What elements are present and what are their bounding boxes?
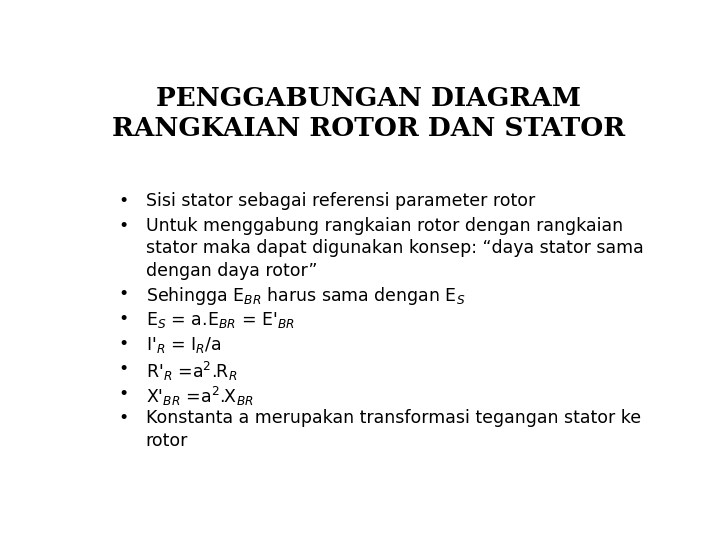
Text: Untuk menggabung rangkaian rotor dengan rangkaian
stator maka dapat digunakan ko: Untuk menggabung rangkaian rotor dengan … <box>145 217 644 280</box>
Text: •: • <box>118 192 129 210</box>
Text: X'$_{BR}$ =a$^2$.X$_{BR}$: X'$_{BR}$ =a$^2$.X$_{BR}$ <box>145 384 253 408</box>
Text: Konstanta a merupakan transformasi tegangan stator ke
rotor: Konstanta a merupakan transformasi tegan… <box>145 409 641 450</box>
Text: •: • <box>118 217 129 234</box>
Text: Sehingga E$_{BR}$ harus sama dengan E$_S$: Sehingga E$_{BR}$ harus sama dengan E$_S… <box>145 285 465 307</box>
Text: R'$_R$ =a$^2$.R$_R$: R'$_R$ =a$^2$.R$_R$ <box>145 360 237 383</box>
Text: •: • <box>118 360 129 377</box>
Text: •: • <box>118 384 129 402</box>
Text: •: • <box>118 409 129 428</box>
Text: •: • <box>118 310 129 328</box>
Text: •: • <box>118 285 129 303</box>
Text: Sisi stator sebagai referensi parameter rotor: Sisi stator sebagai referensi parameter … <box>145 192 535 210</box>
Text: E$_S$ = a.E$_{BR}$ = E'$_{BR}$: E$_S$ = a.E$_{BR}$ = E'$_{BR}$ <box>145 310 294 330</box>
Text: I'$_R$ = I$_R$/a: I'$_R$ = I$_R$/a <box>145 335 222 355</box>
Text: •: • <box>118 335 129 353</box>
Text: PENGGABUNGAN DIAGRAM
RANGKAIAN ROTOR DAN STATOR: PENGGABUNGAN DIAGRAM RANGKAIAN ROTOR DAN… <box>112 85 626 140</box>
